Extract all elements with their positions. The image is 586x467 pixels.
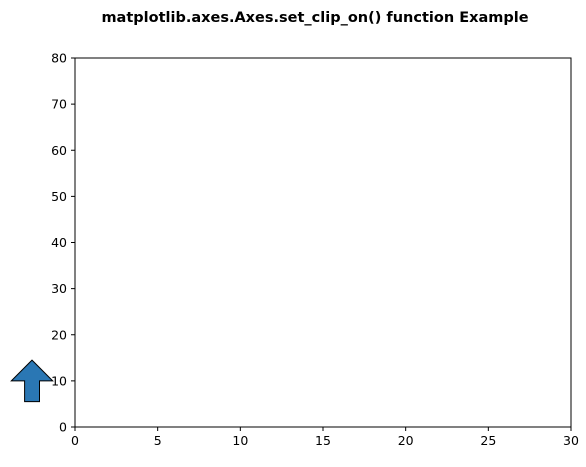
y-tick-label: 20 [51, 327, 67, 342]
y-tick-label: 40 [51, 235, 67, 250]
chart-title: matplotlib.axes.Axes.set_clip_on() funct… [101, 10, 528, 26]
y-tick-label: 0 [59, 420, 67, 435]
axis-ticks: 0 5 10 15 20 25 30 0 10 20 30 40 50 60 70 80 [51, 51, 579, 449]
x-tick-label: 5 [154, 433, 162, 448]
x-tick-label: 0 [71, 433, 79, 448]
plot-frame [74, 57, 572, 428]
x-tick-label: 20 [398, 433, 414, 448]
y-tick-label: 60 [51, 143, 67, 158]
x-tick-label: 30 [563, 433, 579, 448]
y-tick-label: 70 [51, 97, 67, 112]
y-tick-label: 30 [51, 281, 67, 296]
x-tick-label: 10 [232, 433, 248, 448]
x-tick-label: 25 [480, 433, 496, 448]
y-tick-label: 80 [51, 51, 67, 66]
plot-area [75, 58, 571, 427]
y-tick-label: 10 [51, 373, 67, 388]
x-tick-label: 15 [315, 433, 331, 448]
y-tick-label: 50 [51, 189, 67, 204]
annotation-layer [10, 359, 54, 403]
arrow-up-icon [10, 359, 54, 403]
